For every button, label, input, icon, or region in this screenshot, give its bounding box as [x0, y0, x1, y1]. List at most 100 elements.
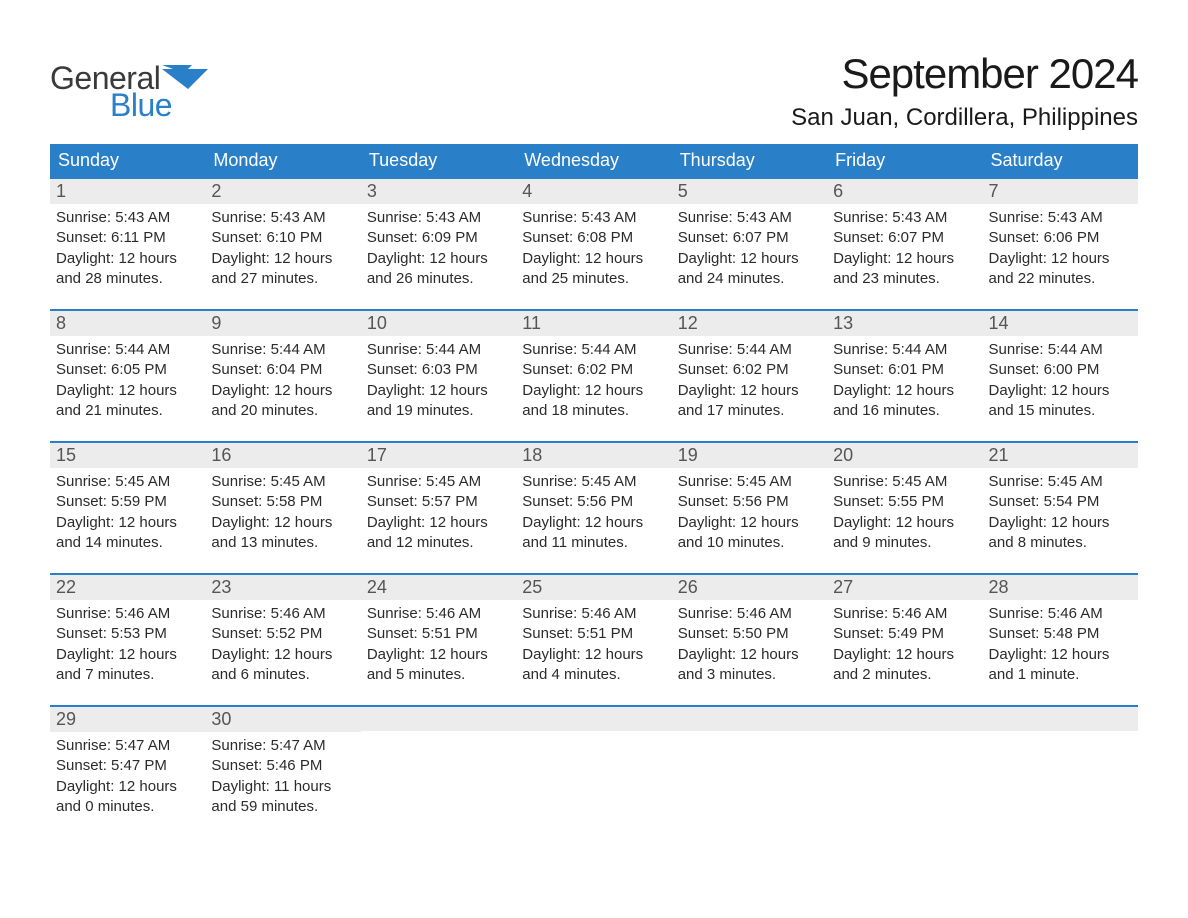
day-number: 22 [50, 573, 205, 600]
sunset-text: Sunset: 6:11 PM [56, 228, 199, 248]
calendar-week-row: 22Sunrise: 5:46 AMSunset: 5:53 PMDayligh… [50, 573, 1138, 705]
sunset-text: Sunset: 6:07 PM [833, 228, 976, 248]
daylight-text: Daylight: 12 hours and 24 minutes. [678, 249, 821, 290]
sunrise-text: Sunrise: 5:46 AM [56, 604, 199, 624]
day-number: 12 [672, 309, 827, 336]
daylight-text: Daylight: 12 hours and 17 minutes. [678, 381, 821, 422]
daylight-text: Daylight: 12 hours and 25 minutes. [522, 249, 665, 290]
daylight-text: Daylight: 12 hours and 13 minutes. [211, 513, 354, 554]
sunrise-text: Sunrise: 5:45 AM [678, 472, 821, 492]
day-content: Sunrise: 5:46 AMSunset: 5:53 PMDaylight:… [50, 600, 205, 689]
day-number: 21 [983, 441, 1138, 468]
day-number: 18 [516, 441, 671, 468]
day-content: Sunrise: 5:44 AMSunset: 6:02 PMDaylight:… [516, 336, 671, 425]
calendar-day-cell: 29Sunrise: 5:47 AMSunset: 5:47 PMDayligh… [50, 705, 205, 837]
calendar-day-cell: 2Sunrise: 5:43 AMSunset: 6:10 PMDaylight… [205, 177, 360, 309]
daylight-text: Daylight: 12 hours and 20 minutes. [211, 381, 354, 422]
calendar-day-cell: 11Sunrise: 5:44 AMSunset: 6:02 PMDayligh… [516, 309, 671, 441]
sunrise-text: Sunrise: 5:45 AM [989, 472, 1132, 492]
day-content: Sunrise: 5:43 AMSunset: 6:07 PMDaylight:… [827, 204, 982, 293]
calendar-week-row: 1Sunrise: 5:43 AMSunset: 6:11 PMDaylight… [50, 177, 1138, 309]
calendar-day-cell: 10Sunrise: 5:44 AMSunset: 6:03 PMDayligh… [361, 309, 516, 441]
calendar-day-cell: 22Sunrise: 5:46 AMSunset: 5:53 PMDayligh… [50, 573, 205, 705]
calendar-day-cell [983, 705, 1138, 837]
weekday-header: Saturday [983, 144, 1138, 177]
calendar-day-cell [361, 705, 516, 837]
empty-day-header [672, 705, 827, 731]
calendar-day-cell: 21Sunrise: 5:45 AMSunset: 5:54 PMDayligh… [983, 441, 1138, 573]
sunset-text: Sunset: 6:10 PM [211, 228, 354, 248]
sunrise-text: Sunrise: 5:45 AM [211, 472, 354, 492]
empty-day-header [983, 705, 1138, 731]
calendar-day-cell: 27Sunrise: 5:46 AMSunset: 5:49 PMDayligh… [827, 573, 982, 705]
daylight-text: Daylight: 12 hours and 21 minutes. [56, 381, 199, 422]
sunset-text: Sunset: 5:48 PM [989, 624, 1132, 644]
day-number: 25 [516, 573, 671, 600]
day-number: 13 [827, 309, 982, 336]
sunset-text: Sunset: 6:02 PM [522, 360, 665, 380]
calendar-day-cell: 9Sunrise: 5:44 AMSunset: 6:04 PMDaylight… [205, 309, 360, 441]
daylight-text: Daylight: 12 hours and 22 minutes. [989, 249, 1132, 290]
calendar-day-cell: 8Sunrise: 5:44 AMSunset: 6:05 PMDaylight… [50, 309, 205, 441]
sunrise-text: Sunrise: 5:43 AM [56, 208, 199, 228]
sunrise-text: Sunrise: 5:44 AM [56, 340, 199, 360]
calendar-week-row: 8Sunrise: 5:44 AMSunset: 6:05 PMDaylight… [50, 309, 1138, 441]
calendar-day-cell [516, 705, 671, 837]
weekday-header: Wednesday [516, 144, 671, 177]
day-number: 14 [983, 309, 1138, 336]
calendar-day-cell [827, 705, 982, 837]
sunset-text: Sunset: 6:09 PM [367, 228, 510, 248]
sunrise-text: Sunrise: 5:43 AM [522, 208, 665, 228]
day-content: Sunrise: 5:45 AMSunset: 5:58 PMDaylight:… [205, 468, 360, 557]
weekday-header: Thursday [672, 144, 827, 177]
sunrise-text: Sunrise: 5:43 AM [367, 208, 510, 228]
daylight-text: Daylight: 12 hours and 0 minutes. [56, 777, 199, 818]
sunset-text: Sunset: 6:06 PM [989, 228, 1132, 248]
weekday-header: Sunday [50, 144, 205, 177]
day-number: 16 [205, 441, 360, 468]
day-content: Sunrise: 5:44 AMSunset: 6:03 PMDaylight:… [361, 336, 516, 425]
calendar-day-cell: 12Sunrise: 5:44 AMSunset: 6:02 PMDayligh… [672, 309, 827, 441]
weekday-header: Friday [827, 144, 982, 177]
day-number: 19 [672, 441, 827, 468]
daylight-text: Daylight: 12 hours and 3 minutes. [678, 645, 821, 686]
daylight-text: Daylight: 12 hours and 18 minutes. [522, 381, 665, 422]
daylight-text: Daylight: 12 hours and 12 minutes. [367, 513, 510, 554]
sunset-text: Sunset: 5:47 PM [56, 756, 199, 776]
day-number: 23 [205, 573, 360, 600]
day-number: 9 [205, 309, 360, 336]
day-content: Sunrise: 5:43 AMSunset: 6:08 PMDaylight:… [516, 204, 671, 293]
day-content: Sunrise: 5:44 AMSunset: 6:05 PMDaylight:… [50, 336, 205, 425]
day-content: Sunrise: 5:46 AMSunset: 5:48 PMDaylight:… [983, 600, 1138, 689]
daylight-text: Daylight: 12 hours and 19 minutes. [367, 381, 510, 422]
sunrise-text: Sunrise: 5:47 AM [211, 736, 354, 756]
daylight-text: Daylight: 12 hours and 9 minutes. [833, 513, 976, 554]
sunset-text: Sunset: 5:55 PM [833, 492, 976, 512]
calendar-day-cell: 23Sunrise: 5:46 AMSunset: 5:52 PMDayligh… [205, 573, 360, 705]
empty-day-header [827, 705, 982, 731]
sunrise-text: Sunrise: 5:46 AM [522, 604, 665, 624]
sunrise-text: Sunrise: 5:44 AM [522, 340, 665, 360]
day-number: 28 [983, 573, 1138, 600]
daylight-text: Daylight: 11 hours and 59 minutes. [211, 777, 354, 818]
day-number: 4 [516, 177, 671, 204]
calendar-day-cell: 13Sunrise: 5:44 AMSunset: 6:01 PMDayligh… [827, 309, 982, 441]
day-number: 2 [205, 177, 360, 204]
daylight-text: Daylight: 12 hours and 8 minutes. [989, 513, 1132, 554]
calendar-day-cell: 6Sunrise: 5:43 AMSunset: 6:07 PMDaylight… [827, 177, 982, 309]
daylight-text: Daylight: 12 hours and 28 minutes. [56, 249, 199, 290]
daylight-text: Daylight: 12 hours and 5 minutes. [367, 645, 510, 686]
sunrise-text: Sunrise: 5:44 AM [989, 340, 1132, 360]
day-number: 15 [50, 441, 205, 468]
calendar-day-cell: 18Sunrise: 5:45 AMSunset: 5:56 PMDayligh… [516, 441, 671, 573]
day-content: Sunrise: 5:44 AMSunset: 6:01 PMDaylight:… [827, 336, 982, 425]
sunrise-text: Sunrise: 5:43 AM [989, 208, 1132, 228]
day-number: 26 [672, 573, 827, 600]
sunrise-text: Sunrise: 5:43 AM [833, 208, 976, 228]
sunset-text: Sunset: 6:07 PM [678, 228, 821, 248]
sunset-text: Sunset: 6:00 PM [989, 360, 1132, 380]
sunrise-text: Sunrise: 5:44 AM [211, 340, 354, 360]
daylight-text: Daylight: 12 hours and 6 minutes. [211, 645, 354, 686]
sunrise-text: Sunrise: 5:45 AM [367, 472, 510, 492]
calendar-day-cell: 24Sunrise: 5:46 AMSunset: 5:51 PMDayligh… [361, 573, 516, 705]
